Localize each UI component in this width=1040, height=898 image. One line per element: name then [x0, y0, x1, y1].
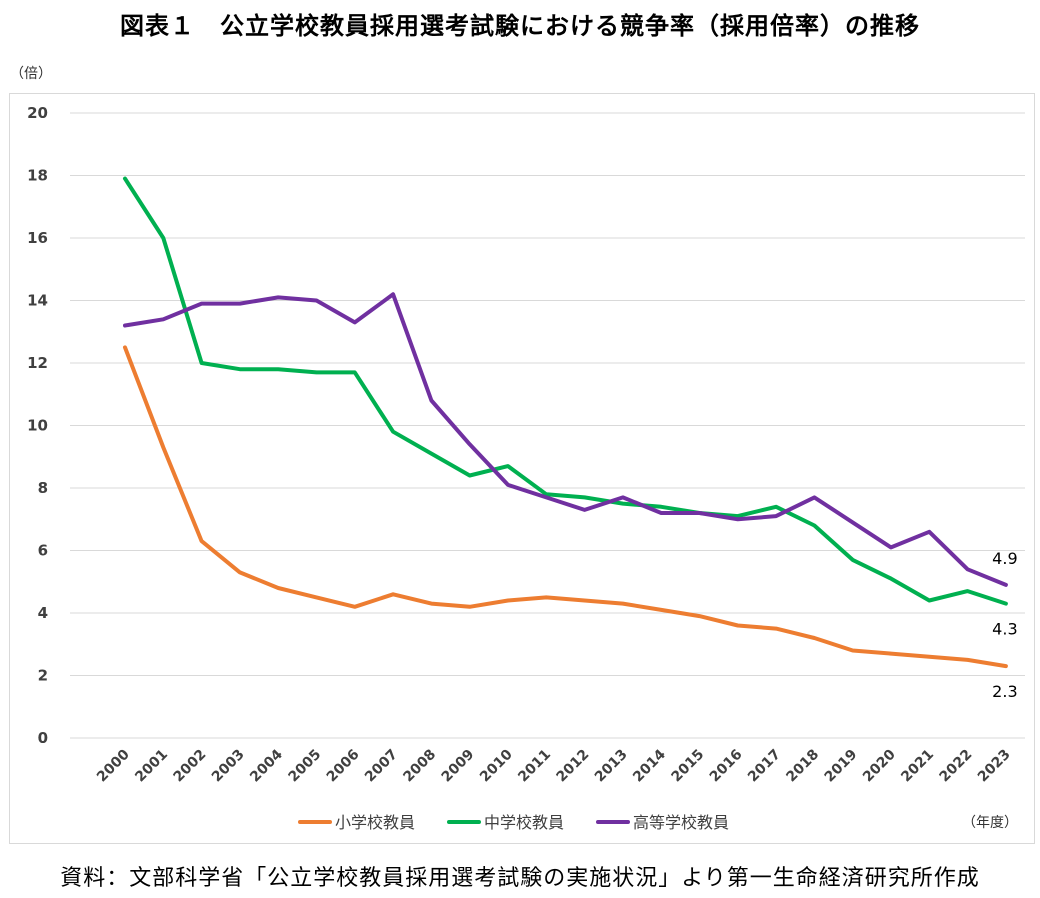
y-tick-label: 8 — [38, 479, 48, 497]
series-line-1 — [123, 176, 1008, 606]
x-tick-label: 2002 — [171, 747, 210, 786]
chart-frame — [9, 93, 1035, 844]
end-label: 4.3 — [992, 620, 1017, 639]
y-tick-label: 14 — [27, 292, 48, 310]
x-tick-label: 2015 — [668, 747, 707, 786]
x-tick-label: 2005 — [285, 747, 324, 786]
x-tick-label: 2017 — [745, 747, 784, 786]
x-tick-label: 2020 — [860, 746, 899, 785]
x-tick-label: 2012 — [554, 747, 593, 786]
x-tick-label: 2003 — [209, 747, 248, 786]
y-tick-label: 20 — [27, 104, 48, 122]
y-tick-label: 12 — [27, 354, 48, 372]
y-tick-label: 2 — [38, 667, 48, 685]
end-label: 2.3 — [992, 682, 1017, 701]
x-tick-labels: 2000 2001 2002 2003 2004 2005 2006 2007 2008 2009… — [94, 746, 1014, 785]
x-tick-label: 2016 — [707, 747, 746, 786]
y-tick-label: 0 — [38, 729, 48, 747]
y-tick-label: 6 — [38, 542, 48, 560]
y-tick-labels: 0 2 4 6 8 10 12 14 16 18 20 — [27, 104, 48, 747]
x-tick-label: 2009 — [439, 747, 478, 786]
legend: 小学校教員 中学校教員 高等学校教員 — [298, 813, 729, 832]
x-tick-label: 2011 — [515, 747, 554, 786]
x-tick-label: 2014 — [630, 746, 669, 785]
y-axis-unit: （倍） — [10, 66, 52, 82]
end-label: 4.9 — [992, 549, 1017, 568]
gridlines — [70, 112, 1025, 739]
x-tick-label: 2013 — [592, 747, 631, 786]
legend-label: 小学校教員 — [335, 813, 415, 832]
x-tick-label: 2006 — [324, 747, 363, 786]
x-tick-label: 2004 — [247, 746, 286, 785]
chart-title: 図表１ 公立学校教員採用選考試験における競争率（採用倍率）の推移 — [120, 12, 920, 40]
x-tick-label: 2010 — [477, 746, 516, 785]
y-tick-label: 10 — [27, 417, 48, 435]
x-tick-label: 2021 — [898, 747, 937, 786]
x-tick-label: 2001 — [132, 747, 171, 786]
x-axis-unit: （年度） — [962, 815, 1018, 831]
series-line-2 — [123, 292, 1008, 587]
legend-label: 高等学校教員 — [633, 813, 729, 832]
x-tick-label: 2007 — [362, 747, 401, 786]
x-tick-label: 2022 — [937, 747, 976, 786]
x-tick-label: 2018 — [783, 747, 822, 786]
x-tick-label: 2019 — [822, 747, 861, 786]
y-tick-label: 16 — [27, 229, 48, 247]
x-tick-label: 2023 — [975, 747, 1014, 786]
series-lines — [123, 176, 1008, 669]
x-tick-label: 2000 — [94, 746, 133, 785]
end-value-labels: 2.3 4.3 4.9 — [992, 549, 1017, 701]
y-tick-label: 18 — [27, 167, 48, 185]
legend-label: 中学校教員 — [484, 813, 564, 832]
series-line-0 — [123, 345, 1008, 669]
y-tick-label: 4 — [38, 604, 48, 622]
source-note: 資料：文部科学省「公立学校教員採用選考試験の実施状況」より第一生命経済研究所作成 — [60, 866, 980, 891]
x-tick-label: 2008 — [400, 747, 439, 786]
